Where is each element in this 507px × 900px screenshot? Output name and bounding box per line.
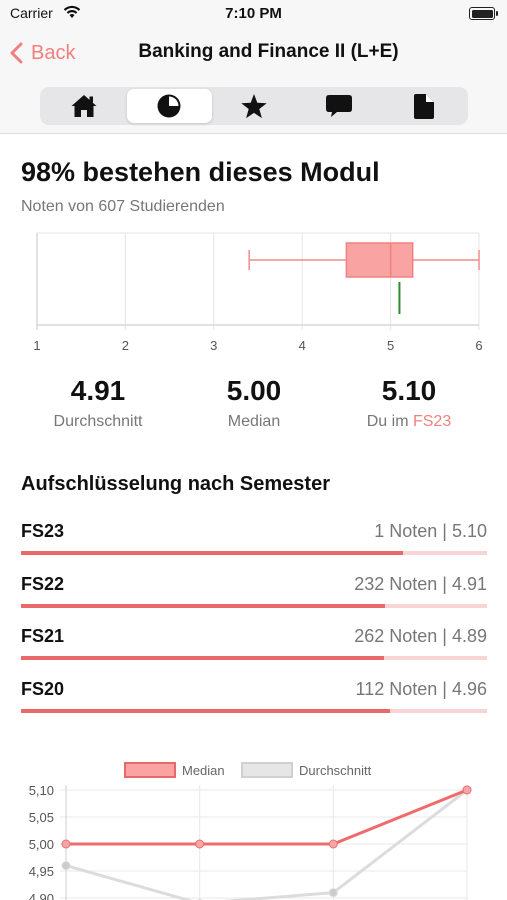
pie-chart-icon xyxy=(157,94,181,118)
your-grade-semester: FS23 xyxy=(412,413,452,430)
battery-icon xyxy=(469,7,498,20)
segmented-control xyxy=(40,87,468,125)
boxplot-tick-label: 5 xyxy=(387,338,394,353)
series-point-median xyxy=(195,839,205,849)
legend-label-median: Median xyxy=(182,763,225,778)
series-point-average xyxy=(328,888,338,898)
back-button[interactable]: Back xyxy=(10,39,75,67)
speech-bubble-icon xyxy=(325,95,352,117)
boxplot-tick-label: 1 xyxy=(33,338,40,353)
pass-rate-headline: 98% bestehen dieses Modul xyxy=(21,157,380,187)
boxplot-tick-label: 6 xyxy=(475,338,482,353)
student-count: Noten von 607 Studierenden xyxy=(21,198,225,215)
grade-boxplot: 1 2 3 4 5 6 xyxy=(33,232,483,353)
series-point-median xyxy=(61,839,71,849)
grade-stats: 4.91 Durchschnitt 5.00 Median 5.10 Du im… xyxy=(0,375,507,445)
page-title: Banking and Finance II (L+E) xyxy=(138,41,399,62)
median-value: 5.00 xyxy=(226,375,282,406)
carrier-label: Carrier xyxy=(10,5,53,21)
semester-name: FS23 xyxy=(21,521,65,541)
tab-ratings[interactable] xyxy=(212,89,297,123)
boxplot-box xyxy=(345,242,414,278)
tab-statistics[interactable] xyxy=(126,89,212,123)
semester-grade-bar xyxy=(21,656,487,660)
series-line-average xyxy=(65,788,468,900)
semester-grade-bar-fill xyxy=(21,656,384,660)
semester-grade-bar xyxy=(21,709,487,713)
boxplot-tick-label: 2 xyxy=(122,338,129,353)
semester-trend-chart: MedianDurchschnitt5,105,055,004,954,904,… xyxy=(29,762,472,900)
linechart-y-tick-label: 5,05 xyxy=(29,810,54,825)
semester-row: FS21 262 Noten | 4.89 xyxy=(21,620,487,672)
semester-name: FS22 xyxy=(21,574,65,594)
wifi-icon xyxy=(63,5,81,18)
semester-name: FS21 xyxy=(21,626,65,646)
semester-row: FS22 232 Noten | 4.91 xyxy=(21,568,487,620)
back-label: Back xyxy=(31,41,76,64)
semester-row: FS23 1 Noten | 5.10 xyxy=(21,515,487,567)
chevron-left-icon xyxy=(10,42,23,64)
tab-comments[interactable] xyxy=(296,89,381,123)
navigation-bar: Back Banking and Finance II (L+E) xyxy=(0,28,507,78)
clock: 7:10 PM xyxy=(225,5,282,22)
your-grade-label: Du im FS23 xyxy=(329,413,489,431)
document-icon xyxy=(413,93,434,119)
series-point-median xyxy=(462,785,472,795)
boxplot-tick-label: 3 xyxy=(210,338,217,353)
series-point-average xyxy=(61,861,71,871)
legend-swatch-median xyxy=(124,762,176,778)
semester-breakdown-title: Aufschlüsselung nach Semester xyxy=(21,473,330,495)
linechart-y-tick-label: 4,95 xyxy=(29,864,54,879)
semester-row: FS20 112 Noten | 4.96 xyxy=(21,673,487,725)
legend-label-average: Durchschnitt xyxy=(299,763,372,778)
semester-info: 112 Noten | 4.96 xyxy=(355,679,487,699)
tab-overview[interactable] xyxy=(42,89,127,123)
semester-grade-bar-fill xyxy=(21,709,391,713)
semester-info: 262 Noten | 4.89 xyxy=(354,626,487,646)
average-label: Durchschnitt xyxy=(53,413,143,430)
semester-grade-bar-fill xyxy=(21,604,386,608)
median-label: Median xyxy=(227,413,281,430)
legend-swatch-average xyxy=(241,762,293,778)
your-grade-label-prefix: Du im xyxy=(366,413,409,430)
home-icon xyxy=(71,95,97,117)
semester-info: 1 Noten | 5.10 xyxy=(374,521,487,541)
your-grade-value: 5.10 xyxy=(381,375,437,406)
average-value: 4.91 xyxy=(70,375,126,406)
tab-documents[interactable] xyxy=(381,89,466,123)
stat-average: 4.91 Durchschnitt xyxy=(18,375,178,431)
boxplot-tick-label: 4 xyxy=(299,338,306,353)
star-icon xyxy=(241,93,267,118)
tab-area xyxy=(0,78,507,134)
stat-your-grade: 5.10 Du im FS23 xyxy=(329,375,489,431)
semester-grade-bar xyxy=(21,551,487,555)
linechart-y-tick-label: 4,90 xyxy=(29,891,54,900)
semester-info: 232 Noten | 4.91 xyxy=(354,574,487,594)
semester-name: FS20 xyxy=(21,679,65,699)
linechart-y-tick-label: 5,10 xyxy=(29,783,54,798)
series-point-median xyxy=(328,839,338,849)
status-bar: Carrier 7:10 PM xyxy=(0,0,507,28)
series-line-median xyxy=(66,788,468,846)
semester-grade-bar-fill xyxy=(21,551,404,555)
stat-median: 5.00 Median xyxy=(174,375,334,431)
semester-grade-bar xyxy=(21,604,487,608)
linechart-y-tick-label: 5,00 xyxy=(29,837,54,852)
